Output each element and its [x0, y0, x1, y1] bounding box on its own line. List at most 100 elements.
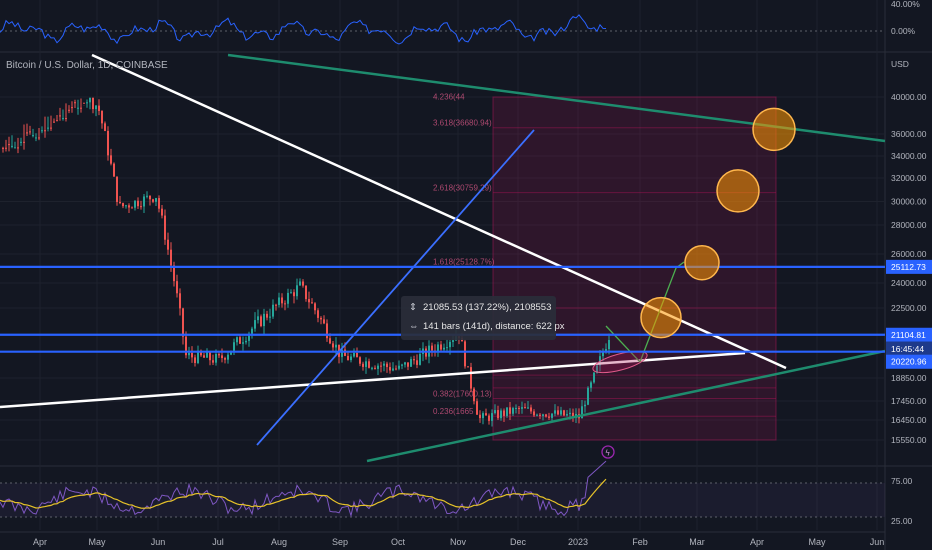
projection-circle: [716, 169, 760, 213]
candle-body: [80, 107, 82, 109]
fib-label: 4.236(44: [433, 93, 465, 102]
candle-body: [383, 363, 385, 366]
candle-body: [302, 281, 304, 286]
candle-body: [224, 358, 226, 360]
candle-body: [251, 328, 253, 334]
candle-body: [155, 198, 157, 202]
time-tick-label: Jul: [212, 537, 224, 547]
candle-body: [257, 316, 259, 321]
candle-body: [593, 372, 595, 383]
bars-range-icon: ⇔: [409, 321, 419, 332]
candle-body: [479, 414, 481, 419]
candle-body: [14, 147, 16, 149]
symbol-title: Bitcoin / U.S. Dollar, 1D, COINBASE: [6, 60, 168, 71]
candle-body: [50, 127, 52, 129]
candle-body: [608, 340, 610, 350]
candle-body: [308, 299, 310, 303]
candle-body: [551, 413, 553, 418]
candle-body: [290, 292, 292, 294]
candle-body: [596, 365, 598, 373]
price-tick-label: 15550.00: [891, 435, 927, 445]
candle-body: [473, 388, 475, 402]
time-tick-label: 2023: [568, 537, 588, 547]
candle-body: [323, 319, 325, 324]
candle-body: [47, 127, 49, 129]
osc-tick-label: 40.00%: [891, 0, 920, 9]
ascending-trendline: [0, 351, 746, 409]
projection-circle: [684, 244, 720, 281]
price-tick-label: 40000.00: [891, 92, 927, 102]
time-tick-label: Nov: [450, 537, 467, 547]
candle-body: [206, 352, 208, 358]
candle-body: [485, 413, 487, 416]
price-tick-label: 22500.00: [891, 303, 927, 313]
candle-body: [209, 352, 211, 361]
candle-body: [287, 292, 289, 304]
osc-tick-label: 0.00%: [891, 26, 916, 36]
candle-body: [128, 205, 130, 208]
candle-body: [272, 304, 274, 317]
candle-body: [122, 203, 124, 207]
time-tick-label: May: [88, 537, 106, 547]
price-tick-label: 30000.00: [891, 197, 927, 207]
rsi-tick-label: 75.00: [891, 476, 913, 486]
rsi-ma-line: [0, 478, 607, 509]
candle-body: [137, 200, 139, 207]
candle-body: [107, 130, 109, 156]
fib-label: 0.236(1665: [433, 407, 474, 416]
candle-body: [335, 344, 337, 348]
level-badge: [886, 327, 932, 342]
candle-body: [464, 341, 466, 367]
candle-body: [452, 340, 454, 342]
candle-body: [557, 410, 559, 415]
projection-circle: [640, 296, 682, 339]
candle-body: [530, 407, 532, 412]
candle-body: [269, 316, 271, 318]
candle-body: [362, 363, 364, 367]
candle-body: [476, 401, 478, 415]
measure-tooltip: ⇕ 21085.53 (137.22%), 2108553 ⇔ 141 bars (…: [401, 296, 565, 340]
candle-body: [119, 201, 121, 204]
candle-body: [86, 102, 88, 104]
candle-body: [59, 115, 61, 117]
candle-body: [41, 130, 43, 132]
candle-body: [113, 163, 115, 177]
candle-body: [32, 135, 34, 137]
candle-body: [188, 352, 190, 356]
candle-body: [152, 199, 154, 202]
candle-body: [98, 105, 100, 111]
candle-body: [572, 412, 574, 418]
candle-body: [17, 147, 19, 149]
candle-body: [293, 292, 295, 297]
candle-body: [353, 352, 355, 357]
candle-body: [284, 303, 286, 305]
candle-body: [56, 120, 58, 122]
candle-body: [233, 342, 235, 351]
candle-body: [143, 196, 145, 207]
candle-body: [494, 410, 496, 414]
oscillator-line: [0, 14, 607, 45]
candle-body: [242, 342, 244, 344]
candle-body: [470, 367, 472, 389]
candle-body: [398, 365, 400, 369]
time-tick-label: Jun: [151, 537, 166, 547]
tooltip-line-1: 21085.53 (137.22%), 2108553: [423, 302, 552, 313]
candle-body: [212, 360, 214, 363]
candle-body: [203, 355, 205, 358]
candle-body: [62, 118, 64, 120]
candle-body: [95, 105, 97, 110]
highlight-ellipse: [592, 350, 648, 374]
candle-body: [77, 107, 79, 109]
level-badge-label: 25112.73: [891, 262, 926, 272]
candle-body: [332, 343, 334, 348]
candle-body: [446, 347, 448, 349]
candle-body: [482, 413, 484, 419]
candle-body: [581, 406, 583, 419]
candle-body: [395, 368, 397, 370]
candle-body: [101, 110, 103, 124]
candle-body: [548, 416, 550, 418]
candle-body: [197, 350, 199, 363]
candle-body: [506, 407, 508, 416]
candle-body: [527, 407, 529, 409]
